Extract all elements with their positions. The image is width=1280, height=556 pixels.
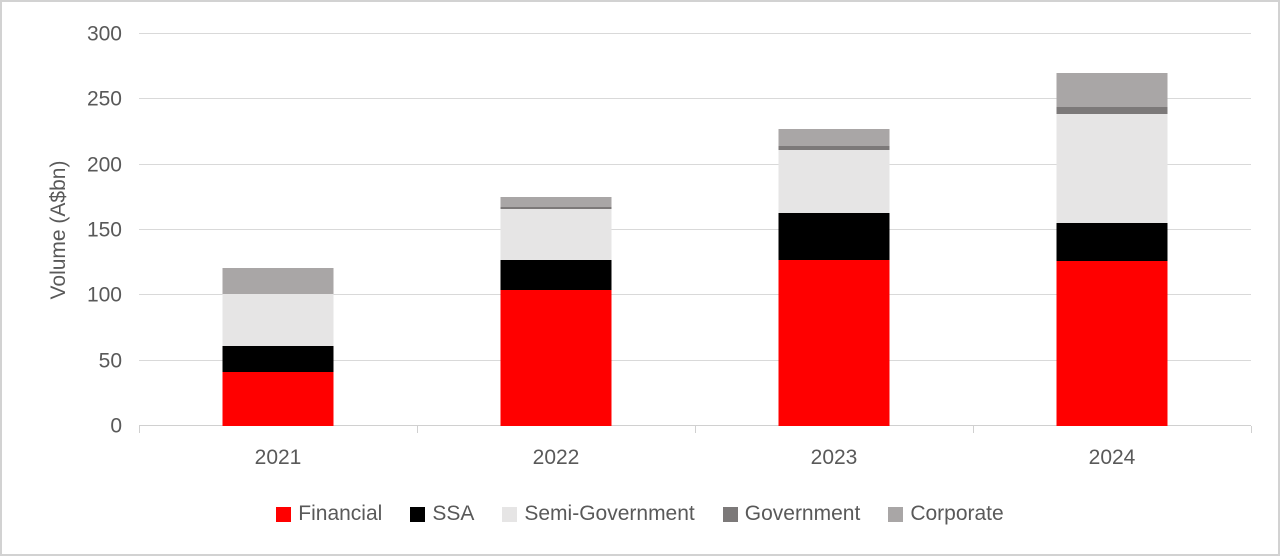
x-tick-label: 2021 bbox=[254, 446, 302, 469]
bar-2024 bbox=[1056, 34, 1168, 426]
bar-segment-ssa bbox=[222, 346, 334, 373]
bar-segment-ssa bbox=[1056, 223, 1168, 262]
bar-segment-corporate bbox=[1056, 73, 1168, 108]
bar-segment-financial bbox=[500, 290, 612, 426]
legend-swatch-corporate bbox=[888, 506, 904, 522]
gridline bbox=[139, 33, 1251, 34]
legend-label: Corporate bbox=[910, 502, 1004, 525]
y-tick-label: 50 bbox=[98, 349, 122, 373]
bar-segment-ssa bbox=[500, 260, 612, 291]
bar-2021 bbox=[222, 34, 334, 426]
bar-segment-semi-government bbox=[222, 294, 334, 347]
gridline bbox=[139, 359, 1251, 361]
gridline bbox=[139, 163, 1251, 165]
bar-segment-semi-government bbox=[1056, 113, 1168, 224]
bar-segment-corporate bbox=[778, 129, 890, 147]
bar-segment-semi-government bbox=[500, 209, 612, 261]
y-tick-label: 300 bbox=[86, 22, 122, 46]
bar-segment-government bbox=[778, 146, 890, 151]
bar-segment-financial bbox=[1056, 261, 1168, 426]
x-axis-tick bbox=[694, 426, 696, 433]
legend-item-financial: Financial bbox=[276, 502, 382, 526]
legend-label: Financial bbox=[298, 502, 383, 525]
x-axis-labels: 2021 2022 2023 2024 bbox=[139, 446, 1251, 474]
bar-segment-government bbox=[1056, 107, 1168, 114]
y-tick-label: 0 bbox=[110, 414, 122, 438]
y-tick-label: 200 bbox=[86, 153, 122, 177]
x-axis-tick bbox=[138, 426, 140, 433]
legend-item-corporate: Corporate bbox=[888, 502, 1004, 526]
x-axis-baseline bbox=[139, 425, 1251, 426]
bar-segment-financial bbox=[778, 260, 890, 426]
legend-item-semi-government: Semi-Government bbox=[502, 502, 695, 526]
legend-swatch-semi-government bbox=[502, 506, 518, 522]
x-axis-tick bbox=[1250, 426, 1252, 433]
legend-item-ssa: SSA bbox=[410, 502, 474, 526]
gridline bbox=[139, 98, 1251, 100]
bar-segment-corporate bbox=[500, 197, 612, 207]
x-axis-tick bbox=[416, 426, 418, 433]
legend: Financial SSA Semi-Government Government Cor… bbox=[2, 502, 1278, 526]
x-tick-label: 2024 bbox=[1088, 446, 1136, 469]
y-tick-label: 250 bbox=[86, 87, 122, 111]
legend-item-government: Government bbox=[722, 502, 861, 526]
y-tick-label: 100 bbox=[86, 283, 122, 307]
legend-label: Semi-Government bbox=[524, 502, 695, 525]
gridline bbox=[139, 229, 1251, 230]
y-tick-label: 150 bbox=[86, 218, 122, 242]
legend-label: Government bbox=[744, 502, 861, 525]
bar-segment-corporate bbox=[222, 267, 334, 295]
bar-2022 bbox=[500, 34, 612, 426]
plot-area bbox=[138, 33, 1252, 433]
bar-segment-semi-government bbox=[778, 150, 890, 214]
bar-segment-government bbox=[500, 206, 612, 210]
legend-swatch-government bbox=[722, 506, 738, 522]
x-axis-tick bbox=[972, 426, 974, 433]
x-tick-label: 2023 bbox=[810, 446, 858, 469]
bar-segment-ssa bbox=[778, 213, 890, 261]
bar-segment-financial bbox=[222, 372, 334, 426]
gridline bbox=[139, 294, 1251, 296]
legend-swatch-financial bbox=[276, 506, 292, 522]
legend-label: SSA bbox=[432, 502, 475, 525]
x-tick-label: 2022 bbox=[532, 446, 580, 469]
y-axis-tick-labels: 0 50 100 150 200 250 300 bbox=[40, 24, 122, 437]
bar-2023 bbox=[778, 34, 890, 426]
legend-swatch-ssa bbox=[410, 506, 426, 522]
